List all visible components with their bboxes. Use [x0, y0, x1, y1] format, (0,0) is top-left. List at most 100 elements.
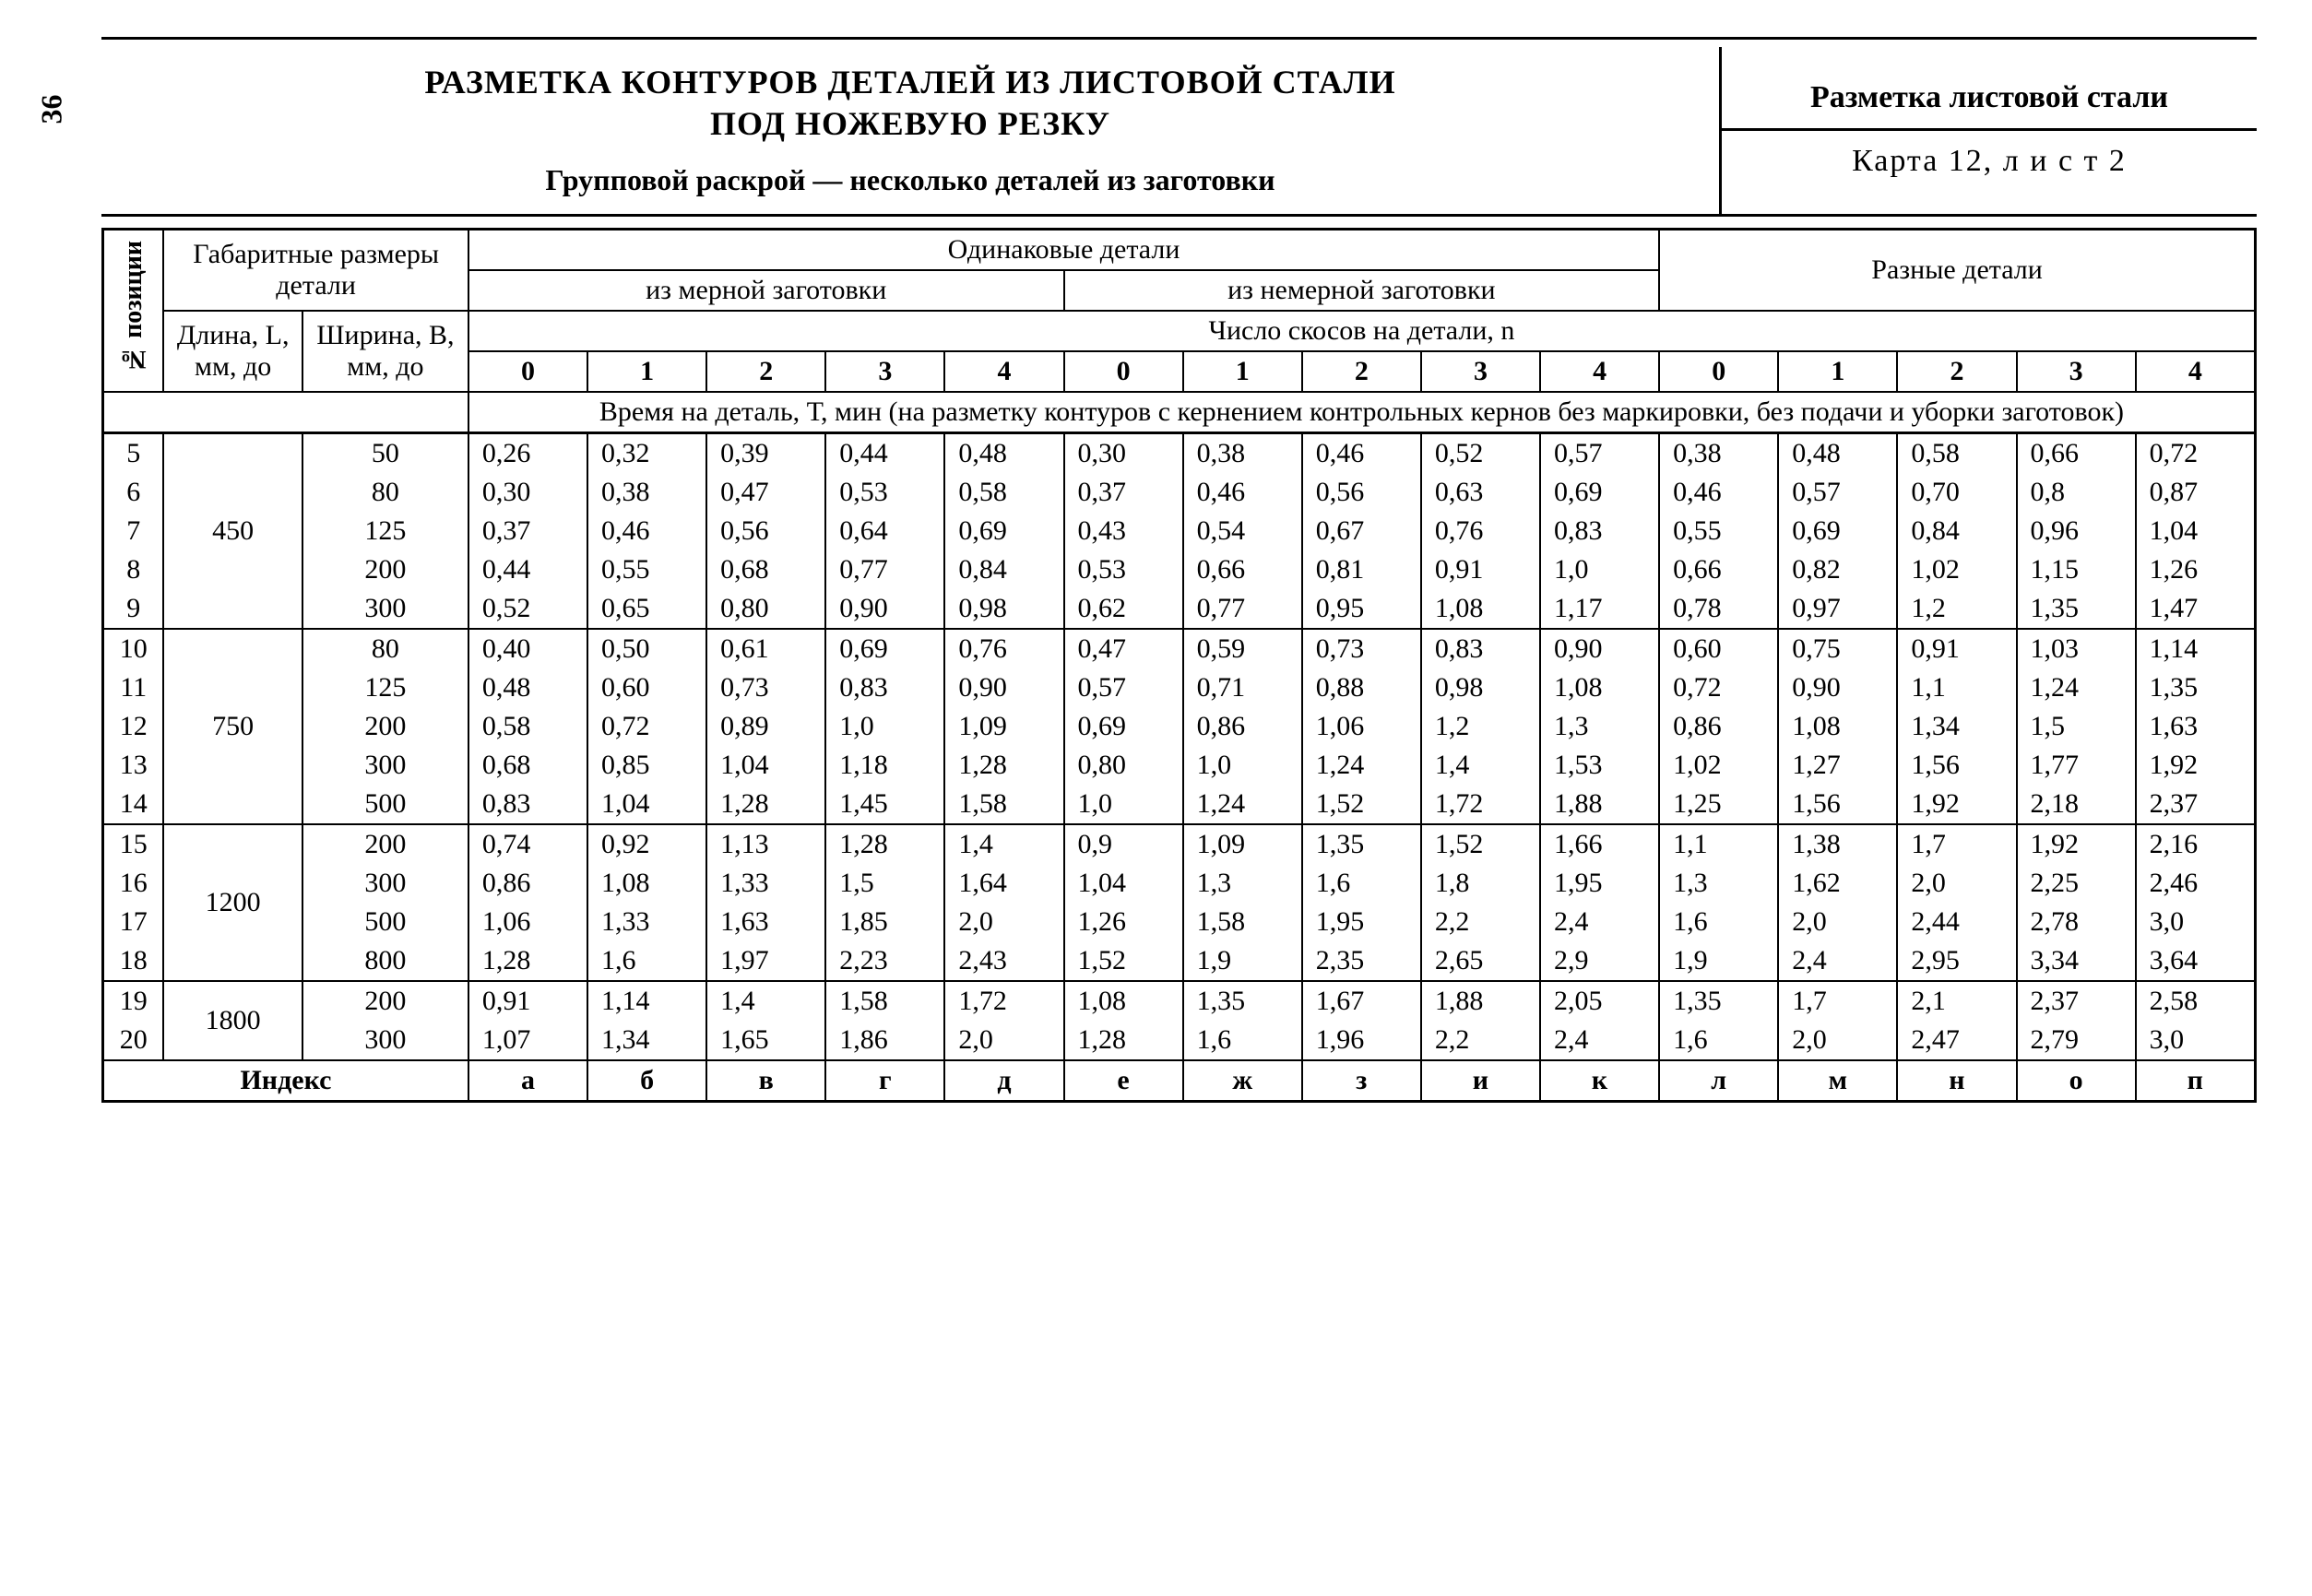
value-cell: 0,58 — [944, 473, 1063, 512]
value-cell: 1,18 — [825, 746, 944, 785]
value-cell: 1,66 — [1540, 824, 1659, 864]
value-cell: 0,83 — [1540, 512, 1659, 550]
col-length: Длина, L, мм, до — [163, 311, 302, 392]
col-from-unsized: из немерной заготовки — [1064, 270, 1660, 311]
value-cell: 0,73 — [706, 668, 825, 707]
value-cell: 1,07 — [468, 1021, 587, 1060]
pos-cell: 18 — [103, 941, 164, 981]
value-cell: 2,0 — [944, 903, 1063, 941]
col-width: Ширина, В, мм, до — [302, 311, 468, 392]
top-rule — [101, 37, 2257, 40]
width-cell: 80 — [302, 629, 468, 668]
col-pos: № позиции — [119, 241, 148, 373]
value-cell: 1,58 — [825, 981, 944, 1021]
value-cell: 2,47 — [1897, 1021, 2016, 1060]
value-cell: 0,80 — [1064, 746, 1183, 785]
value-cell: 0,53 — [825, 473, 944, 512]
length-cell: 450 — [163, 433, 302, 630]
value-cell: 1,24 — [2017, 668, 2136, 707]
pos-cell: 15 — [103, 824, 164, 864]
value-cell: 1,25 — [1659, 785, 1778, 824]
value-cell: 1,35 — [1659, 981, 1778, 1021]
value-cell: 0,57 — [1064, 668, 1183, 707]
value-cell: 2,1 — [1897, 981, 2016, 1021]
value-cell: 0,83 — [825, 668, 944, 707]
value-cell: 0,95 — [1302, 589, 1421, 629]
value-cell: 0,78 — [1659, 589, 1778, 629]
value-cell: 1,35 — [2017, 589, 2136, 629]
value-cell: 0,37 — [1064, 473, 1183, 512]
value-cell: 0,69 — [1778, 512, 1897, 550]
value-cell: 0,54 — [1183, 512, 1302, 550]
value-cell: 1,27 — [1778, 746, 1897, 785]
index-cell: о — [2017, 1060, 2136, 1102]
pos-cell: 20 — [103, 1021, 164, 1060]
value-cell: 1,08 — [1421, 589, 1540, 629]
index-cell: е — [1064, 1060, 1183, 1102]
value-cell: 1,02 — [1897, 550, 2016, 589]
index-cell: к — [1540, 1060, 1659, 1102]
value-cell: 0,69 — [825, 629, 944, 668]
value-cell: 0,91 — [1421, 550, 1540, 589]
pos-cell: 14 — [103, 785, 164, 824]
value-cell: 0,46 — [1183, 473, 1302, 512]
n-label: 3 — [825, 351, 944, 392]
value-cell: 2,95 — [1897, 941, 2016, 981]
value-cell: 0,90 — [944, 668, 1063, 707]
value-cell: 0,46 — [1302, 433, 1421, 474]
value-cell: 1,9 — [1183, 941, 1302, 981]
value-cell: 0,70 — [1897, 473, 2016, 512]
value-cell: 0,72 — [1659, 668, 1778, 707]
value-cell: 1,4 — [1421, 746, 1540, 785]
value-cell: 0,57 — [1540, 433, 1659, 474]
pos-cell: 7 — [103, 512, 164, 550]
col-from-sized: из мерной заготовки — [468, 270, 1064, 311]
pos-cell: 5 — [103, 433, 164, 474]
value-cell: 2,58 — [2136, 981, 2256, 1021]
table-row: 175001,061,331,631,852,01,261,581,952,22… — [103, 903, 2256, 941]
value-cell: 3,34 — [2017, 941, 2136, 981]
width-cell: 125 — [302, 512, 468, 550]
pos-cell: 13 — [103, 746, 164, 785]
value-cell: 2,23 — [825, 941, 944, 981]
value-cell: 1,0 — [825, 707, 944, 746]
width-cell: 500 — [302, 903, 468, 941]
value-cell: 1,3 — [1659, 864, 1778, 903]
table-head: № позиции Габаритные размеры детали Один… — [103, 230, 2256, 433]
n-label: 0 — [468, 351, 587, 392]
pos-cell: 6 — [103, 473, 164, 512]
col-bevels: Число скосов на детали, n — [468, 311, 2256, 351]
value-cell: 3,0 — [2136, 1021, 2256, 1060]
value-cell: 1,6 — [1659, 903, 1778, 941]
value-cell: 1,45 — [825, 785, 944, 824]
value-cell: 1,9 — [1659, 941, 1778, 981]
value-cell: 2,78 — [2017, 903, 2136, 941]
value-cell: 0,65 — [587, 589, 706, 629]
value-cell: 0,80 — [706, 589, 825, 629]
index-label: Индекс — [103, 1060, 468, 1102]
value-cell: 1,35 — [1302, 824, 1421, 864]
value-cell: 3,64 — [2136, 941, 2256, 981]
width-cell: 500 — [302, 785, 468, 824]
value-cell: 0,48 — [1778, 433, 1897, 474]
value-cell: 1,72 — [944, 981, 1063, 1021]
value-cell: 1,2 — [1897, 589, 2016, 629]
pos-cell: 8 — [103, 550, 164, 589]
value-cell: 0,46 — [587, 512, 706, 550]
index-cell: б — [587, 1060, 706, 1102]
value-cell: 0,47 — [1064, 629, 1183, 668]
width-cell: 80 — [302, 473, 468, 512]
pos-cell: 12 — [103, 707, 164, 746]
value-cell: 0,48 — [944, 433, 1063, 474]
value-cell: 1,4 — [944, 824, 1063, 864]
value-cell: 1,95 — [1302, 903, 1421, 941]
value-cell: 0,60 — [587, 668, 706, 707]
value-cell: 0,67 — [1302, 512, 1421, 550]
value-cell: 1,6 — [1302, 864, 1421, 903]
value-cell: 1,96 — [1302, 1021, 1421, 1060]
value-cell: 1,04 — [706, 746, 825, 785]
value-cell: 1,09 — [944, 707, 1063, 746]
value-cell: 0,86 — [1659, 707, 1778, 746]
value-cell: 1,0 — [1064, 785, 1183, 824]
value-cell: 1,02 — [1659, 746, 1778, 785]
